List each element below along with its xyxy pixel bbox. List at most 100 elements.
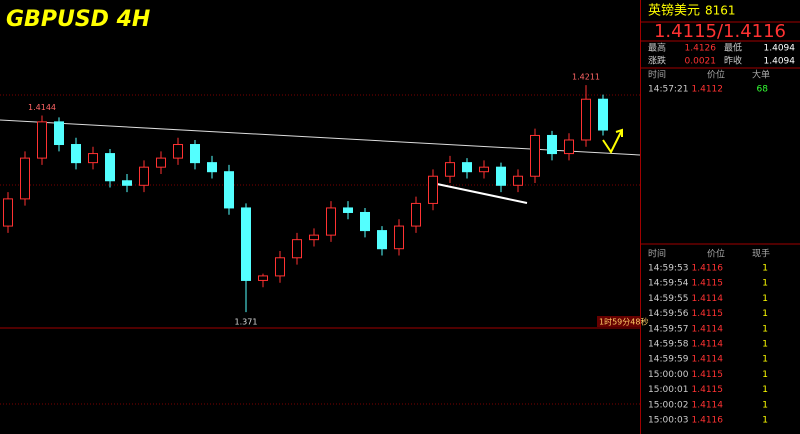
tick-cell: 14:59:55 xyxy=(648,294,688,304)
tick-cell: 14:59:53 xyxy=(648,264,688,274)
tick-cell: 15:00:01 xyxy=(648,385,688,395)
big-order-cell: 68 xyxy=(757,85,769,95)
tick-cell: 1.4116 xyxy=(692,416,724,426)
candle-body xyxy=(224,171,234,209)
candle-body xyxy=(37,121,47,159)
tick-cell: 1 xyxy=(762,416,768,426)
candle-body xyxy=(598,98,608,131)
field-label: 涨跌 xyxy=(648,56,666,67)
symbol-code: 8161 xyxy=(705,4,736,18)
field-value: 1.4126 xyxy=(685,44,717,54)
tick-header: 时间 xyxy=(648,248,666,260)
arrow xyxy=(615,128,623,137)
arrow xyxy=(602,129,623,154)
candle-body xyxy=(547,134,557,155)
candle-body xyxy=(20,157,30,200)
tick-cell: 1 xyxy=(762,324,768,334)
candle-body xyxy=(394,225,404,250)
extreme-label: 1.371 xyxy=(235,318,258,327)
tick-cell: 1 xyxy=(762,355,768,365)
candle-body xyxy=(564,139,574,155)
big-order-header: 大单 xyxy=(752,69,770,81)
candle-body xyxy=(309,234,319,241)
extreme-label: 1.4144 xyxy=(28,103,56,112)
tick-cell: 1 xyxy=(762,279,768,289)
candle-body xyxy=(292,239,302,259)
tick-cell: 1 xyxy=(762,370,768,380)
candle-body xyxy=(190,144,200,164)
candle-body xyxy=(445,162,455,177)
quote-price: 1.4115/1.4116 xyxy=(654,21,786,42)
candle-body xyxy=(71,144,81,164)
candle-body xyxy=(207,162,217,173)
tick-cell: 1 xyxy=(762,400,768,410)
tick-cell: 14:59:54 xyxy=(648,279,689,289)
candle-body xyxy=(326,207,336,236)
candle-body xyxy=(479,166,489,173)
field-value: 0.0021 xyxy=(685,57,717,67)
chart-title: GBPUSD 4H xyxy=(6,7,150,32)
candle-body xyxy=(54,121,64,146)
big-order-header: 价位 xyxy=(707,69,725,81)
trend-line xyxy=(436,183,528,204)
candle-body xyxy=(343,207,353,213)
candle-body xyxy=(3,198,13,227)
big-order-cell: 14:57:21 xyxy=(648,85,688,95)
tick-cell: 1.4114 xyxy=(692,294,724,304)
candle-body xyxy=(377,230,387,250)
field-label: 最低 xyxy=(724,42,742,54)
countdown: 1时59分48秒 xyxy=(599,317,648,327)
tick-cell: 1.4115 xyxy=(692,279,724,289)
candle-body xyxy=(462,162,472,173)
field-value: 1.4094 xyxy=(764,44,796,54)
candle-body xyxy=(428,175,438,204)
candle-body xyxy=(513,175,523,186)
candle-body xyxy=(530,134,540,177)
tick-cell: 1.4115 xyxy=(692,309,724,319)
tick-cell: 14:59:58 xyxy=(648,340,689,350)
candle-body xyxy=(275,257,285,277)
tick-cell: 1 xyxy=(762,340,768,350)
tick-cell: 1.4115 xyxy=(692,385,724,395)
extreme-label: 1.4211 xyxy=(572,73,600,82)
tick-cell: 1.4114 xyxy=(692,355,724,365)
candle-body xyxy=(156,157,166,168)
tick-cell: 1 xyxy=(762,264,768,274)
tick-cell: 14:59:56 xyxy=(648,309,689,319)
tick-cell: 1 xyxy=(762,385,768,395)
tick-header: 现手 xyxy=(752,248,770,260)
tick-cell: 14:59:59 xyxy=(648,355,689,365)
candle-body xyxy=(105,153,115,182)
candle-body xyxy=(173,144,183,159)
field-label: 最高 xyxy=(648,42,666,54)
tick-cell: 1 xyxy=(762,309,768,319)
tick-cell: 15:00:03 xyxy=(648,416,688,426)
candle-body xyxy=(581,98,591,141)
candle-body xyxy=(122,180,132,186)
big-order-header: 时间 xyxy=(648,69,666,81)
tick-cell: 15:00:00 xyxy=(648,370,689,380)
tick-cell: 1.4115 xyxy=(692,370,724,380)
candle-body xyxy=(241,207,251,281)
candle-body xyxy=(258,275,268,281)
candle-body xyxy=(139,166,149,186)
tick-header: 价位 xyxy=(707,248,725,260)
field-value: 1.4094 xyxy=(764,57,796,67)
tick-cell: 1.4114 xyxy=(692,340,724,350)
candle-body xyxy=(496,166,506,186)
big-order-cell: 1.4112 xyxy=(692,85,724,95)
tick-cell: 1.4114 xyxy=(692,324,724,334)
tick-cell: 1 xyxy=(762,294,768,304)
tick-cell: 14:59:57 xyxy=(648,324,688,334)
candle-body xyxy=(88,153,98,164)
tick-cell: 15:00:02 xyxy=(648,400,688,410)
candle-body xyxy=(411,202,421,227)
countdown-box xyxy=(597,316,640,327)
tick-cell: 1.4114 xyxy=(692,400,724,410)
symbol-name: 英镑美元 xyxy=(648,3,700,19)
field-label: 昨收 xyxy=(724,55,742,67)
tick-cell: 1.4116 xyxy=(692,264,724,274)
